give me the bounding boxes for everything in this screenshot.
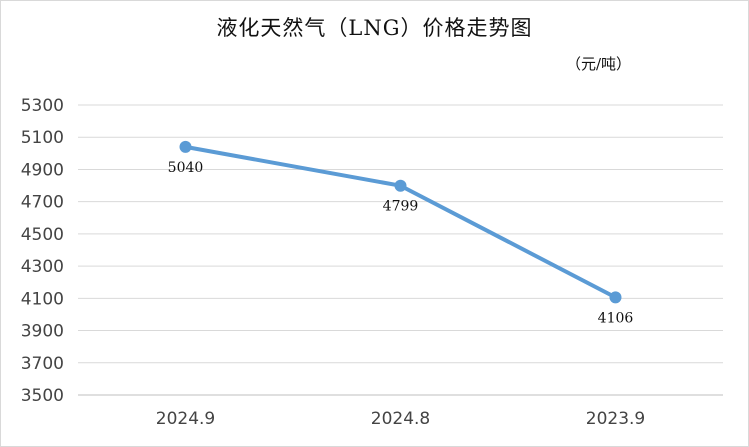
y-tick-label: 4900: [21, 160, 64, 180]
data-point: [179, 140, 192, 153]
y-tick-label: 5100: [21, 128, 64, 148]
y-tick-label: 4300: [21, 257, 64, 277]
x-tick-label: 2024.8: [371, 409, 430, 429]
y-tick-label: 3500: [21, 386, 64, 406]
data-label: 4106: [598, 310, 634, 326]
data-point: [394, 179, 407, 192]
chart-title: 液化天然气（LNG）价格走势图: [216, 16, 533, 40]
y-tick-label: 3700: [21, 354, 64, 374]
y-tick-label: 4500: [21, 225, 64, 245]
y-tick-label: 4100: [21, 289, 64, 309]
x-tick-label: 2024.9: [156, 409, 215, 429]
data-label: 5040: [168, 160, 204, 176]
data-point: [609, 291, 622, 304]
y-tick-label: 3900: [21, 322, 64, 342]
data-label: 4799: [383, 199, 419, 215]
y-tick-label: 5300: [21, 96, 64, 116]
y-tick-label: 4700: [21, 193, 64, 213]
unit-label: （元/吨）: [565, 55, 631, 73]
x-tick-label: 2023.9: [586, 409, 645, 429]
